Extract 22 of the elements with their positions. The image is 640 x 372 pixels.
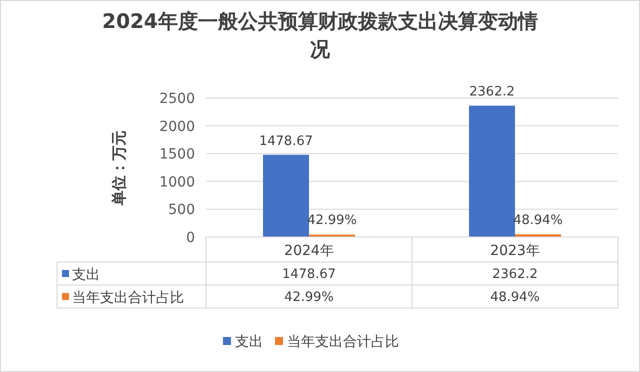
data-label: 42.99% (284, 290, 334, 305)
y-tick-label: 0 (186, 230, 195, 246)
x-tick-label: 2024年 (284, 243, 334, 259)
bar (469, 106, 515, 237)
text: 当年支出合计占比 (72, 290, 184, 306)
y-tick-label: 1500 (159, 146, 195, 163)
data-label: 1478.67 (282, 267, 336, 282)
y-axis-title: 单位：万元 (110, 130, 128, 206)
y-tick-label: 500 (168, 202, 195, 218)
data-label: 48.94% (490, 290, 540, 305)
y-tick-label: 1000 (159, 174, 195, 190)
y-tick-label: 2000 (159, 118, 195, 135)
text: 1478.67 (259, 134, 313, 149)
text: 2362.2 (469, 84, 515, 100)
text: 支出 (72, 267, 100, 283)
chart-title: 2024年度一般公共预算财政拨款支出决算变动情况 (102, 9, 538, 61)
data-label: 2362.2 (492, 267, 538, 282)
x-tick-label: 2023年 (490, 243, 540, 259)
bar (263, 154, 309, 237)
legend-label: 当年支出合计占比 (287, 334, 399, 350)
y-tick-label: 2500 (159, 91, 195, 107)
legend-label: 支出 (235, 334, 263, 350)
